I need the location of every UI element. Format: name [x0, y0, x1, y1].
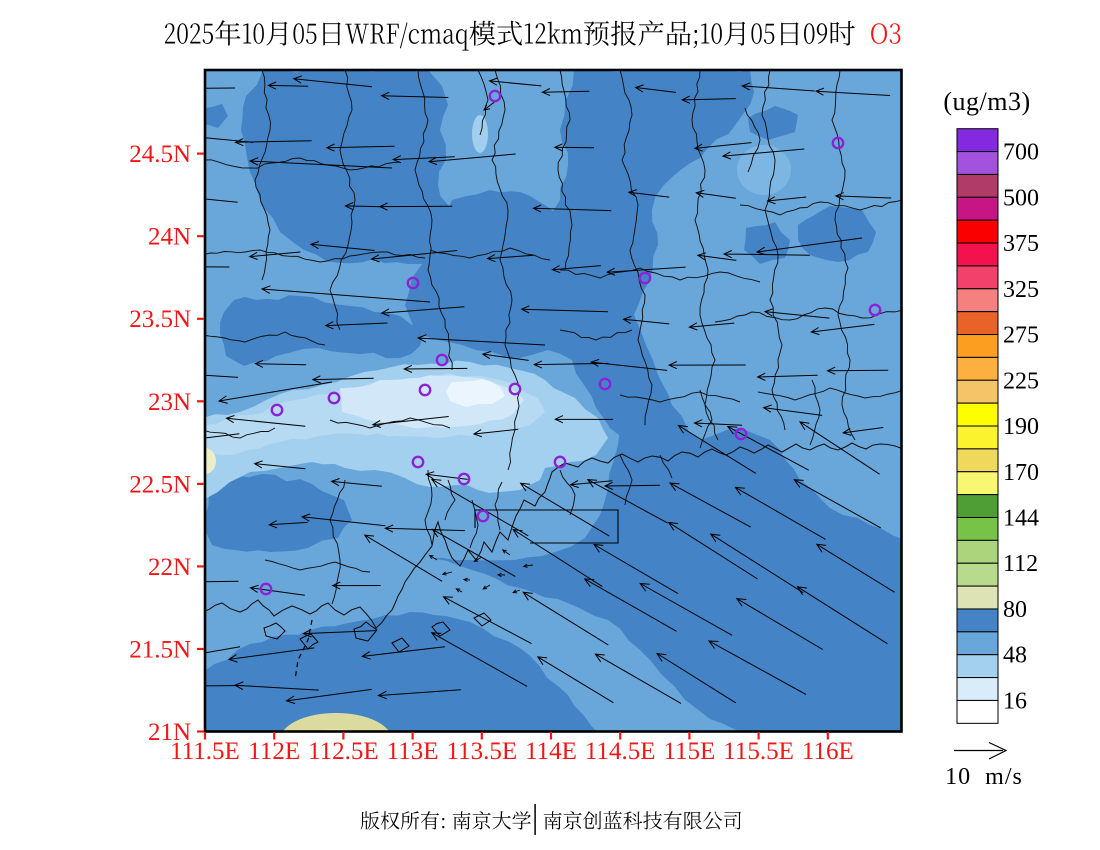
svg-text:375: 375	[1003, 231, 1039, 257]
svg-text:114E: 114E	[525, 738, 577, 765]
svg-text:48: 48	[1003, 643, 1027, 669]
svg-text:23N: 23N	[148, 389, 191, 416]
svg-text:24N: 24N	[148, 224, 191, 251]
svg-text:113.5E: 113.5E	[447, 738, 518, 765]
svg-text:16: 16	[1003, 689, 1027, 715]
svg-text:116E: 116E	[802, 738, 854, 765]
svg-text:22.5N: 22.5N	[129, 471, 191, 498]
svg-text:113E: 113E	[387, 738, 439, 765]
svg-text:10 m/s: 10 m/s	[945, 764, 1023, 790]
svg-text:115E: 115E	[663, 738, 715, 765]
svg-text:190: 190	[1003, 414, 1039, 440]
svg-text:21N: 21N	[148, 719, 191, 746]
svg-text:(ug/m3): (ug/m3)	[943, 87, 1030, 116]
svg-text:500: 500	[1003, 185, 1039, 211]
svg-text:112.5E: 112.5E	[308, 738, 379, 765]
svg-text:144: 144	[1003, 506, 1039, 532]
svg-text:80: 80	[1003, 597, 1027, 623]
svg-text:225: 225	[1003, 368, 1039, 394]
svg-text:275: 275	[1003, 323, 1039, 349]
svg-text:23.5N: 23.5N	[129, 306, 191, 333]
svg-text:115.5E: 115.5E	[723, 738, 794, 765]
svg-text:700: 700	[1003, 140, 1039, 166]
svg-text:21.5N: 21.5N	[129, 637, 191, 664]
svg-text:325: 325	[1003, 277, 1039, 303]
svg-text:114.5E: 114.5E	[585, 738, 656, 765]
svg-text:112: 112	[1003, 551, 1038, 577]
svg-text:22N: 22N	[148, 554, 191, 581]
svg-text:24.5N: 24.5N	[129, 141, 191, 168]
svg-text:112E: 112E	[248, 738, 300, 765]
svg-text:111.5E: 111.5E	[170, 738, 240, 765]
svg-text:170: 170	[1003, 460, 1039, 486]
